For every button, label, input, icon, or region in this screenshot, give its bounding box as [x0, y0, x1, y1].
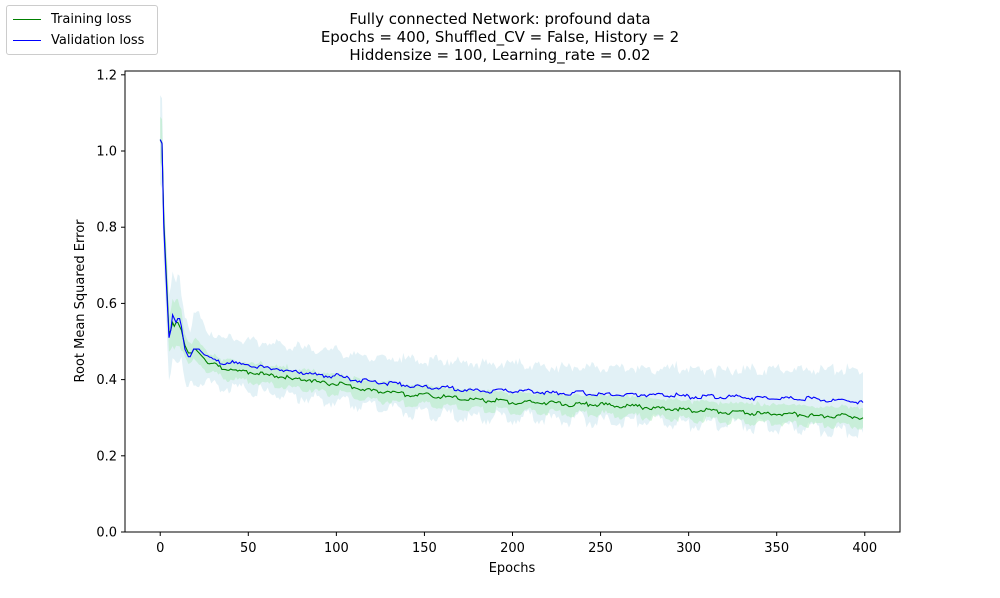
x-tick-label: 250	[588, 541, 613, 556]
legend-swatch-training	[13, 18, 41, 20]
chart-title-line-2: Epochs = 400, Shuffled_CV = False, Histo…	[320, 28, 680, 46]
x-tick-label: 300	[676, 541, 701, 556]
x-tick-label: 350	[764, 541, 789, 556]
legend-label-training: Training loss	[51, 11, 132, 27]
plot-frame	[124, 70, 901, 533]
chart-title-line-3: Hiddensize = 100, Learning_rate = 0.02	[349, 46, 651, 64]
y-tick-label: 0.2	[96, 449, 117, 464]
x-tick-label: 200	[500, 541, 525, 556]
chart-legend: Training loss Validation loss	[6, 5, 158, 55]
validation-loss-line	[159, 139, 864, 405]
validation-band	[160, 95, 863, 439]
legend-item-training: Training loss	[13, 11, 132, 27]
y-tick-label: 0.6	[96, 297, 117, 312]
x-tick-label: 150	[412, 541, 437, 556]
y-tick-label: 0.4	[96, 373, 117, 388]
y-tick-label: 1.2	[96, 68, 117, 83]
legend-swatch-validation	[13, 39, 41, 41]
x-axis-ticks: 0 50 100 150 200 250 300 350 400	[156, 532, 877, 556]
x-axis-label: Epochs	[489, 561, 536, 576]
x-tick-label: 50	[240, 541, 257, 556]
x-tick-label: 0	[156, 541, 164, 556]
chart-title-line-1: Fully connected Network: profound data	[349, 10, 651, 28]
y-tick-label: 1.0	[96, 145, 117, 160]
x-tick-label: 100	[324, 541, 349, 556]
x-tick-label: 400	[852, 541, 877, 556]
legend-item-validation: Validation loss	[13, 32, 144, 48]
y-axis-label: Root Mean Squared Error	[73, 219, 88, 383]
y-tick-label: 0.8	[96, 221, 117, 236]
y-axis-ticks: 0.0 0.2 0.4 0.6 0.8 1.0 1.2	[96, 68, 125, 541]
loss-lines	[159, 139, 864, 420]
y-tick-label: 0.0	[96, 526, 117, 541]
confidence-bands	[160, 95, 863, 439]
legend-label-validation: Validation loss	[51, 32, 145, 48]
training-loss-line	[159, 139, 864, 420]
